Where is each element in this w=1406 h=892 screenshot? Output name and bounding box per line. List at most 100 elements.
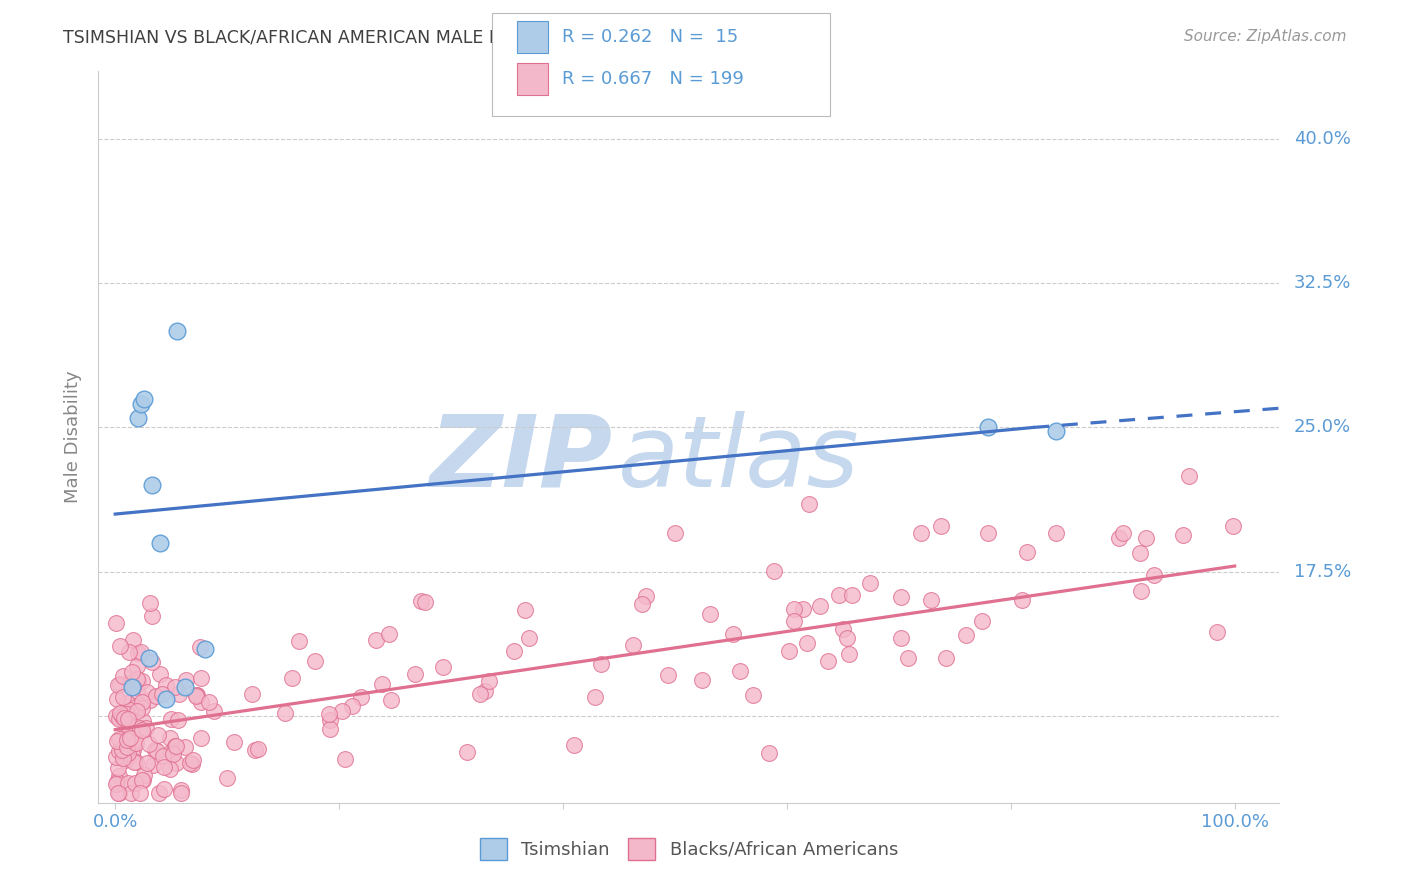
Point bbox=[121, 680, 143, 694]
Point bbox=[108, 639, 131, 653]
Point bbox=[273, 706, 295, 721]
Point bbox=[141, 656, 163, 670]
Point bbox=[169, 786, 191, 800]
Point bbox=[166, 324, 188, 338]
Point bbox=[838, 647, 860, 661]
Point bbox=[114, 753, 136, 767]
Point bbox=[304, 654, 326, 668]
Point bbox=[125, 755, 148, 769]
Point bbox=[335, 752, 357, 766]
Point bbox=[281, 671, 304, 685]
Point bbox=[108, 786, 131, 800]
Point bbox=[125, 658, 148, 673]
Point bbox=[132, 773, 155, 788]
Point bbox=[319, 722, 342, 736]
Point bbox=[160, 745, 183, 759]
Point bbox=[108, 706, 131, 720]
Point bbox=[1206, 624, 1229, 639]
Point bbox=[159, 762, 181, 776]
Point bbox=[456, 745, 478, 759]
Point bbox=[115, 739, 138, 754]
Point bbox=[330, 704, 353, 718]
Point bbox=[783, 602, 806, 616]
Point bbox=[136, 756, 159, 771]
Point bbox=[112, 711, 135, 725]
Point bbox=[105, 709, 128, 723]
Text: Source: ZipAtlas.com: Source: ZipAtlas.com bbox=[1184, 29, 1347, 44]
Point bbox=[122, 755, 145, 769]
Point bbox=[828, 588, 851, 602]
Point bbox=[859, 575, 882, 590]
Point bbox=[139, 596, 162, 610]
Point bbox=[181, 756, 204, 771]
Point bbox=[121, 747, 143, 761]
Point bbox=[117, 712, 139, 726]
Point bbox=[107, 678, 129, 692]
Text: ZIP: ZIP bbox=[429, 410, 612, 508]
Point bbox=[160, 712, 183, 726]
Point bbox=[835, 631, 858, 645]
Point bbox=[478, 673, 501, 688]
Point bbox=[142, 757, 165, 772]
Point bbox=[165, 756, 187, 770]
Point bbox=[370, 677, 392, 691]
Point bbox=[319, 713, 342, 727]
Text: 32.5%: 32.5% bbox=[1294, 274, 1351, 292]
Text: R = 0.262   N =  15: R = 0.262 N = 15 bbox=[562, 29, 738, 46]
Point bbox=[122, 633, 145, 648]
Point bbox=[129, 397, 152, 411]
Point bbox=[153, 760, 176, 774]
Point bbox=[758, 746, 780, 760]
Point bbox=[562, 738, 585, 752]
Point bbox=[155, 678, 177, 692]
Point bbox=[741, 688, 763, 702]
Point bbox=[215, 771, 238, 785]
Point bbox=[910, 526, 932, 541]
Point bbox=[224, 735, 246, 749]
Point bbox=[121, 681, 143, 695]
Point bbox=[115, 732, 138, 747]
Point bbox=[630, 597, 652, 611]
Point bbox=[125, 735, 148, 749]
Point bbox=[115, 743, 138, 757]
Point bbox=[404, 666, 426, 681]
Point bbox=[114, 717, 136, 731]
Point bbox=[188, 640, 211, 654]
Point bbox=[808, 599, 831, 613]
Point bbox=[170, 782, 193, 797]
Point bbox=[817, 654, 839, 668]
Point bbox=[583, 690, 606, 705]
Point bbox=[132, 767, 155, 781]
Point bbox=[350, 690, 373, 704]
Point bbox=[124, 775, 146, 789]
Point bbox=[762, 565, 785, 579]
Point bbox=[1135, 531, 1157, 545]
Point bbox=[135, 685, 157, 699]
Point bbox=[181, 753, 204, 767]
Point bbox=[288, 633, 311, 648]
Point bbox=[115, 696, 138, 710]
Point bbox=[105, 615, 128, 630]
Point bbox=[114, 747, 136, 762]
Point bbox=[513, 603, 536, 617]
Point bbox=[110, 712, 132, 726]
Point bbox=[132, 714, 155, 729]
Point bbox=[977, 420, 1000, 434]
Point bbox=[105, 774, 128, 789]
Point bbox=[194, 641, 217, 656]
Point bbox=[589, 657, 612, 672]
Point bbox=[141, 478, 163, 492]
Text: 17.5%: 17.5% bbox=[1294, 563, 1351, 581]
Point bbox=[120, 786, 142, 800]
Point bbox=[920, 593, 942, 607]
Point bbox=[517, 631, 540, 645]
Point bbox=[107, 786, 129, 800]
Point bbox=[782, 614, 804, 628]
Point bbox=[145, 744, 167, 758]
Point bbox=[155, 691, 177, 706]
Point bbox=[190, 695, 212, 709]
Point bbox=[977, 526, 1000, 541]
Point bbox=[1108, 531, 1130, 545]
Point bbox=[153, 782, 176, 797]
Point bbox=[240, 688, 263, 702]
